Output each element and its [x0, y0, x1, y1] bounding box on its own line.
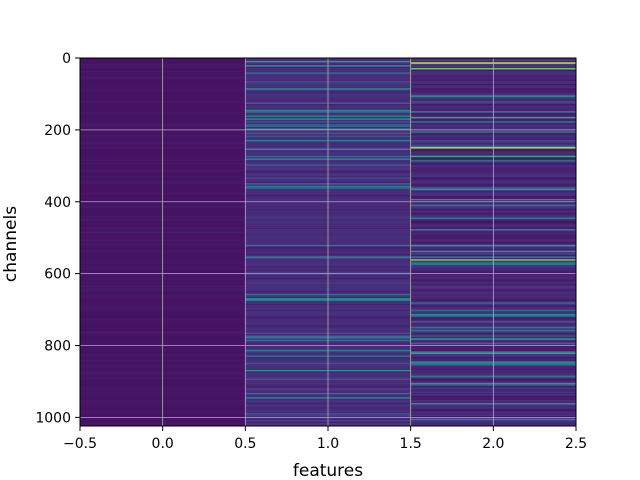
- x-tick-label: 1.0: [317, 436, 339, 452]
- y-tick-label: 200: [44, 123, 71, 139]
- x-tick-label: 0.0: [152, 436, 174, 452]
- x-axis-label: features: [293, 461, 363, 480]
- x-tick-label: 2.0: [482, 436, 504, 452]
- x-tick-label: 2.5: [565, 436, 587, 452]
- x-tick-label: 1.5: [400, 436, 422, 452]
- y-tick-label: 400: [44, 195, 71, 211]
- x-axis-ticks: −0.5 0.0 0.5 1.0 1.5 2.0 2.5: [63, 426, 587, 452]
- y-tick-label: 800: [44, 339, 71, 355]
- y-axis-label: channels: [1, 206, 21, 282]
- y-tick-label: 1000: [35, 410, 71, 426]
- x-tick-label: 0.5: [234, 436, 256, 452]
- y-axis-ticks: 0 200 400 600 800 1000: [35, 51, 80, 426]
- y-tick-label: 600: [44, 267, 71, 283]
- y-tick-label: 0: [62, 51, 71, 67]
- x-tick-label: −0.5: [63, 436, 97, 452]
